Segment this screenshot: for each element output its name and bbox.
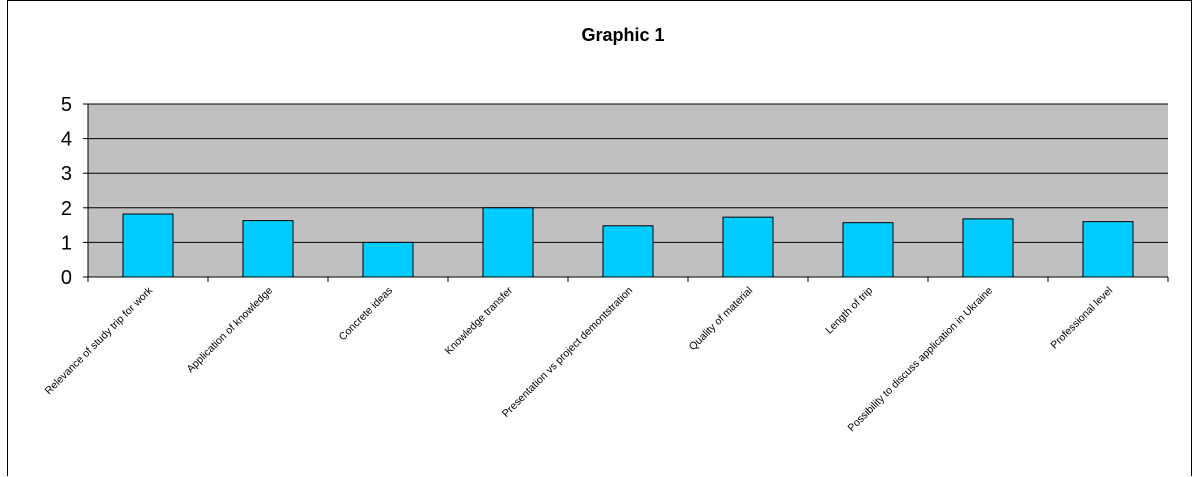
y-tick-label: 2: [61, 198, 72, 220]
bar: [1082, 221, 1134, 278]
x-tick-label: Concrete ideas: [337, 285, 395, 343]
x-tick-label: Knowledge transfer: [443, 284, 516, 357]
bar: [482, 207, 534, 278]
y-tick-label: 0: [61, 267, 72, 289]
bar: [242, 220, 294, 278]
bar: [602, 225, 654, 278]
bar: [362, 241, 414, 278]
bar: [122, 213, 174, 278]
y-tick-label: 3: [61, 163, 72, 185]
x-tick-label: Length of trip: [823, 285, 875, 337]
x-tick-label: Possibility to discuss application in Uk…: [846, 285, 996, 435]
x-tick-label: Presentation vs project demontstration: [500, 285, 635, 420]
bar: [722, 216, 774, 278]
x-tick-label: Application of knowledge: [184, 285, 275, 376]
y-tick-label: 4: [61, 129, 72, 151]
y-tick-label: 5: [61, 94, 72, 116]
x-tick-label: Quality of material: [687, 285, 755, 353]
bar: [842, 222, 894, 278]
x-tick-label: Professional level: [1048, 285, 1115, 352]
y-tick-label: 1: [61, 232, 72, 254]
chart-title: Graphic 1: [581, 25, 664, 45]
x-tick-label: Relevance of study trip for work: [43, 284, 156, 397]
bar: [962, 218, 1014, 278]
